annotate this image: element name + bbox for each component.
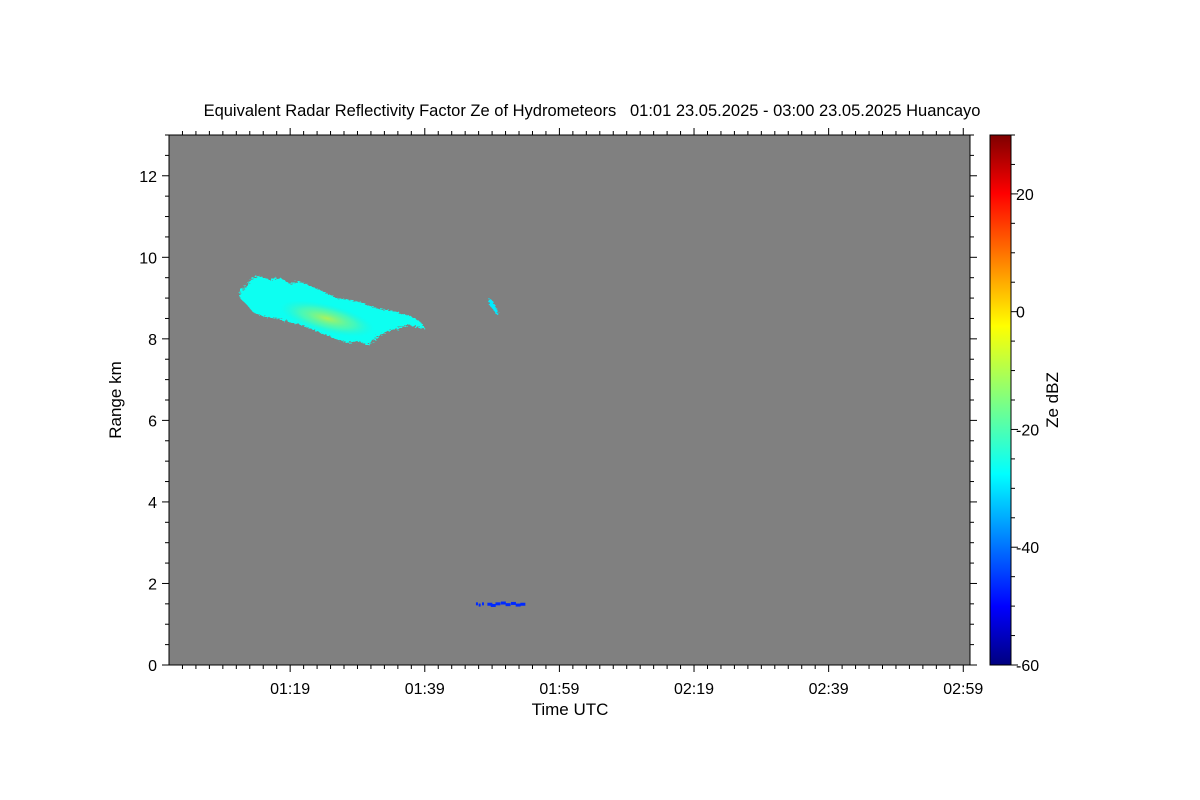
colorbar-tick-label: 20 (1016, 187, 1034, 204)
y-axis-label: Range km (106, 361, 125, 438)
chart-title: Equivalent Radar Reflectivity Factor Ze … (204, 102, 981, 120)
echo-point (515, 603, 521, 607)
colorbar-tick-label: -60 (1016, 658, 1039, 675)
x-tick-label: 02:59 (943, 681, 983, 698)
colorbar-ticks: 20 0 -20 -40 -60 (1011, 134, 1039, 675)
echo-point (500, 601, 506, 605)
x-tick-label: 01:19 (270, 681, 310, 698)
y-tick-label: 4 (148, 495, 157, 512)
colorbar-label: Ze dBZ (1043, 372, 1062, 428)
y-axis: 0 2 4 6 8 10 12 (139, 134, 977, 675)
echo-core (280, 300, 374, 337)
echo-layer (239, 275, 526, 607)
x-tick-label: 01:39 (405, 681, 445, 698)
echo-point (487, 602, 493, 606)
y-tick-label: 0 (148, 658, 157, 675)
colorbar (989, 134, 1012, 666)
echo-point (481, 602, 484, 606)
echo-point (505, 603, 511, 607)
echo-point (475, 602, 478, 606)
x-axis: 01:19 01:39 01:59 02:19 02:39 02:59 (181, 128, 983, 698)
colorbar-tick-label: -40 (1016, 540, 1039, 557)
echo-point (520, 602, 526, 606)
y-tick-label: 12 (139, 169, 157, 186)
echo-region (488, 298, 499, 315)
colorbar-tick-label: -20 (1016, 422, 1039, 439)
x-tick-label: 02:19 (674, 681, 714, 698)
plot-background (169, 135, 970, 665)
x-axis-label: Time UTC (532, 700, 609, 719)
echo-point (495, 602, 501, 606)
echo-point (490, 603, 496, 607)
x-tick-label: 01:59 (539, 681, 579, 698)
y-tick-label: 8 (148, 332, 157, 349)
x-tick-label: 02:39 (809, 681, 849, 698)
colorbar-tick-label: 0 (1016, 305, 1025, 322)
echo-point (478, 603, 481, 607)
y-tick-label: 10 (139, 250, 157, 267)
y-tick-label: 6 (148, 413, 157, 430)
echo-point (510, 601, 516, 605)
y-tick-label: 2 (148, 576, 157, 593)
